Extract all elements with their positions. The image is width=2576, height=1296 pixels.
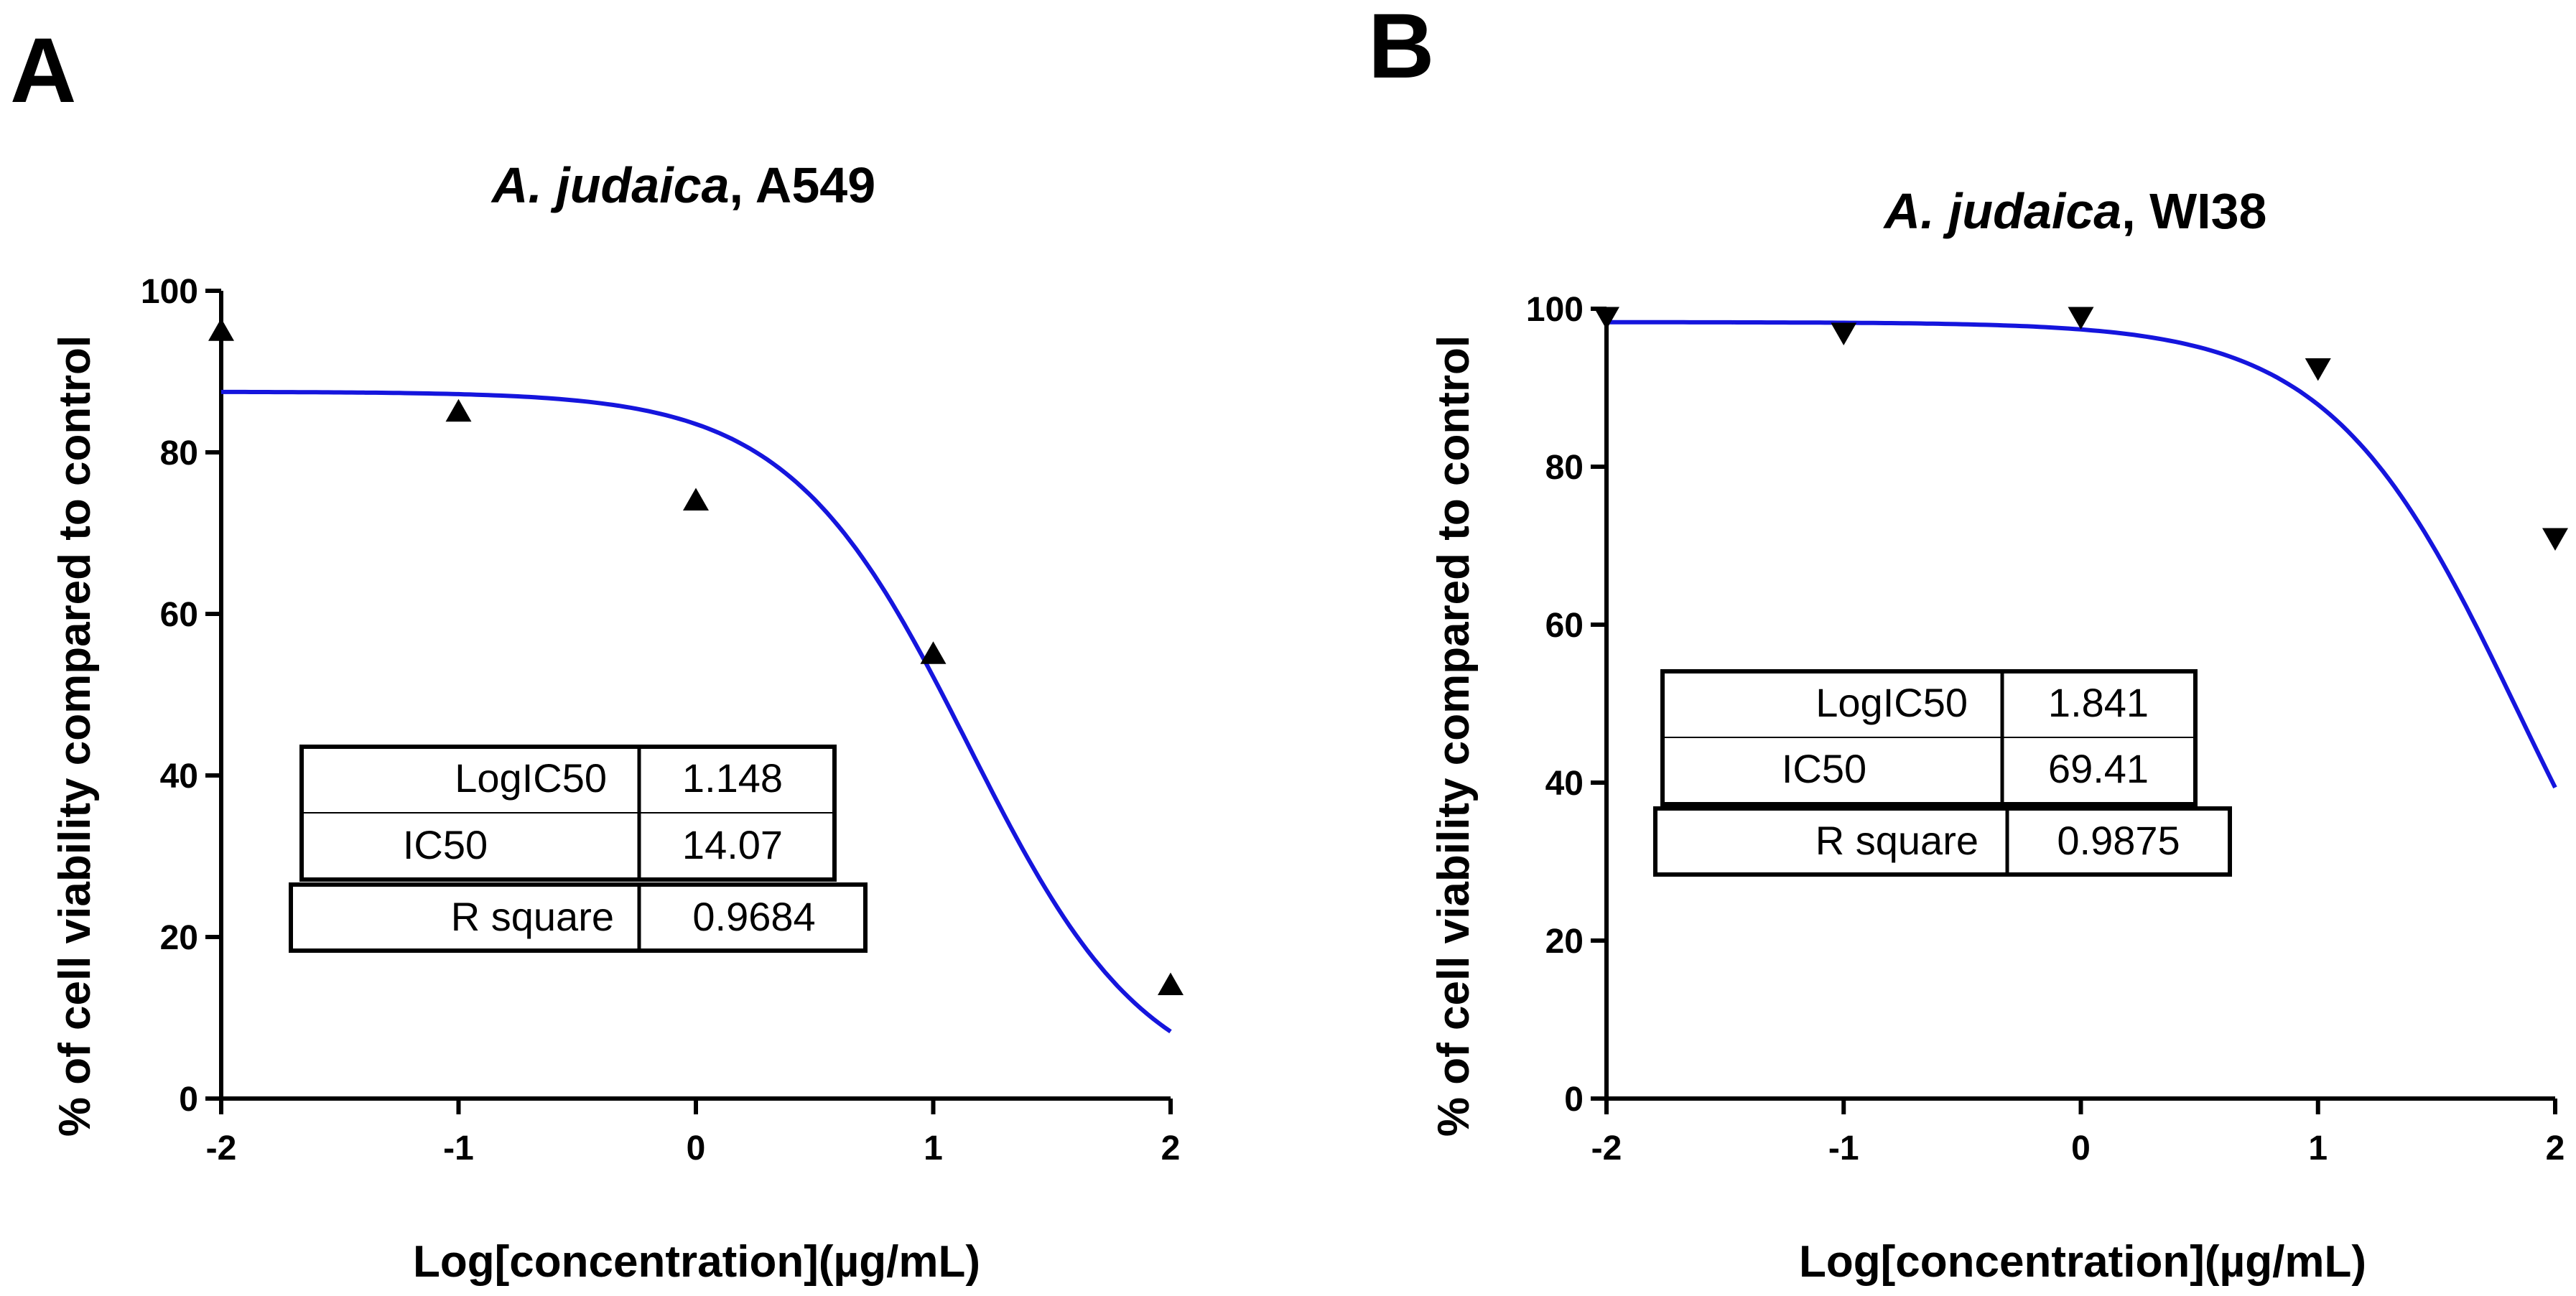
x-tick-label: 1 — [2308, 1129, 2328, 1167]
data-point — [2542, 528, 2568, 551]
table-value: 14.07 — [682, 822, 783, 867]
data-point — [2068, 307, 2094, 330]
table-label: R square — [1815, 818, 1979, 863]
table-label: R square — [451, 894, 614, 939]
axes — [219, 291, 1171, 1101]
x-tick-label: -2 — [1591, 1129, 1622, 1167]
title-cell-line: , A549 — [730, 157, 876, 213]
y-tick-label: 80 — [160, 434, 198, 472]
panel-letter: A — [10, 19, 76, 122]
stats-table: LogIC50 1.841 IC50 69.41 R square 0.9875 — [1653, 669, 2232, 877]
fit-curve — [221, 389, 1172, 1034]
chart-title: A. judaica, A549 — [490, 157, 875, 213]
y-tick-label: 0 — [1564, 1081, 1584, 1119]
panel-letter: B — [1368, 0, 1434, 98]
data-point — [445, 398, 472, 422]
y-tick-label: 60 — [1545, 607, 1584, 645]
y-tick-label: 40 — [1545, 765, 1584, 803]
y-tick-label: 20 — [160, 919, 198, 957]
x-tick-label: 2 — [2546, 1129, 2565, 1167]
chart-title: A. judaica, WI38 — [1883, 183, 2267, 239]
y-tick-label: 100 — [141, 273, 198, 311]
title-cell-line: , WI38 — [2121, 183, 2266, 239]
x-tick-label: -1 — [1828, 1129, 1859, 1167]
table-value: 0.9875 — [2057, 818, 2180, 863]
title-species: A. judaica — [490, 157, 730, 213]
data-point — [683, 488, 709, 511]
table-value: 1.841 — [2048, 680, 2149, 725]
y-tick-label: 80 — [1545, 449, 1584, 487]
stats-table-r-square-frame — [289, 882, 868, 953]
y-tick-label: 60 — [160, 596, 198, 634]
table-label: LogIC50 — [1815, 680, 1968, 725]
table-label: LogIC50 — [455, 755, 607, 801]
stats-table-r-square-frame — [1653, 806, 2232, 877]
table-label: IC50 — [1782, 746, 1866, 791]
y-tick-label: 40 — [160, 757, 198, 796]
x-axis-label: Log[concentration](µg/mL) — [413, 1237, 980, 1287]
x-tick-label: 0 — [687, 1129, 706, 1167]
panel-b: B A. judaica, WI38 % of cell viability c… — [1368, 0, 2568, 1287]
data-point — [2305, 358, 2331, 381]
table-label: IC50 — [403, 822, 488, 867]
data-point — [1158, 972, 1184, 995]
y-tick-label: 20 — [1545, 923, 1584, 961]
data-point — [1594, 307, 1619, 330]
data-point — [208, 318, 234, 341]
table-value: 69.41 — [2048, 746, 2149, 791]
data-point — [1831, 322, 1857, 345]
x-tick-label: 2 — [1161, 1129, 1181, 1167]
y-axis-label: % of cell viability compared to control — [50, 335, 100, 1137]
y-tick-label: 100 — [1526, 291, 1584, 329]
panel-a: A A. judaica, A549 % of cell viability c… — [10, 19, 1184, 1287]
data-point — [920, 641, 947, 664]
x-axis-label: Log[concentration](µg/mL) — [1799, 1237, 2366, 1287]
x-tick-label: 1 — [924, 1129, 943, 1167]
table-value: 1.148 — [682, 755, 783, 801]
y-tick-label: 0 — [179, 1081, 198, 1119]
table-value: 0.9684 — [692, 894, 815, 939]
x-tick-label: -2 — [206, 1129, 237, 1167]
stats-table: LogIC50 1.148 IC50 14.07 R square 0.9684 — [289, 745, 868, 953]
x-tick-label: 0 — [2071, 1129, 2091, 1167]
x-tick-label: -1 — [443, 1129, 474, 1167]
title-species: A. judaica — [1883, 183, 2122, 239]
y-axis-label: % of cell viability compared to control — [1429, 335, 1479, 1137]
